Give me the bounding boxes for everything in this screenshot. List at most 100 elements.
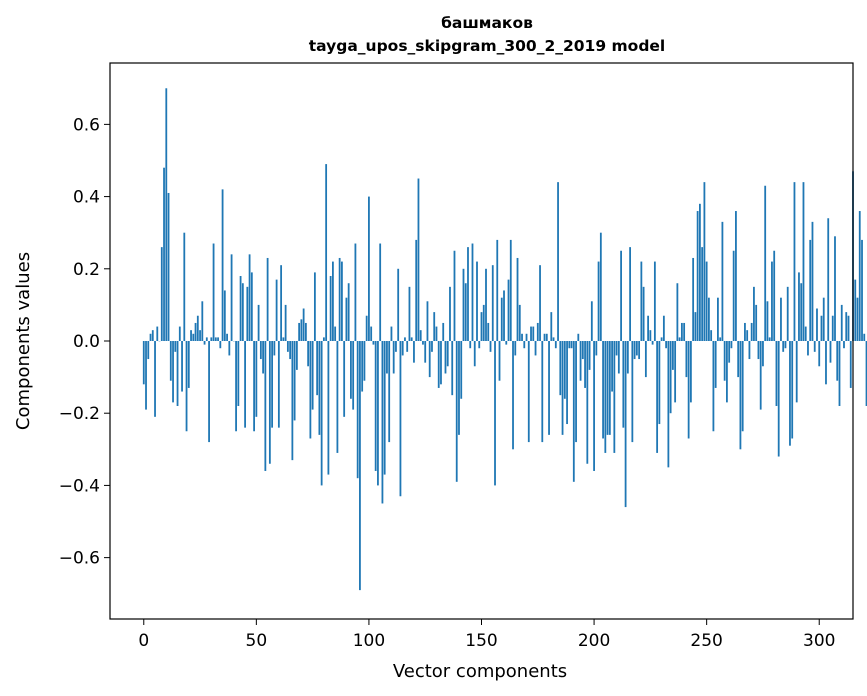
bar-309	[838, 341, 841, 406]
bar-23	[194, 322, 197, 341]
bar-51	[257, 304, 260, 341]
bar-9	[163, 167, 165, 341]
bar-92	[350, 341, 352, 399]
bar-128	[431, 341, 433, 352]
bar-218	[633, 341, 636, 360]
bar-32	[214, 337, 217, 341]
bar-161	[505, 341, 508, 345]
bar-68	[295, 341, 298, 370]
bar-217	[631, 341, 634, 443]
bar-272	[755, 304, 758, 341]
bar-256	[719, 337, 722, 341]
bar-66	[291, 341, 294, 461]
bar-119	[410, 337, 413, 341]
bar-269	[748, 341, 751, 360]
y-tick-label: 0.4	[73, 188, 100, 208]
bar-172	[530, 326, 532, 341]
bar-186	[561, 341, 564, 435]
y-tick-label: 0.2	[73, 260, 100, 280]
bar-147	[473, 341, 476, 367]
bar-190	[570, 341, 573, 349]
bar-177	[541, 341, 544, 443]
bar-240	[683, 322, 686, 341]
bar-281	[775, 341, 778, 406]
bar-313	[847, 315, 850, 341]
bar-6	[156, 326, 159, 341]
bar-282	[777, 341, 780, 457]
bar-170	[525, 333, 528, 341]
bar-285	[784, 341, 787, 349]
bar-43	[239, 276, 242, 341]
bar-189	[568, 341, 571, 349]
bar-117	[406, 341, 409, 352]
bar-36	[223, 290, 226, 341]
bar-20	[187, 341, 190, 388]
bar-8	[160, 247, 163, 341]
bar-73	[307, 341, 310, 367]
bar-39	[230, 254, 233, 341]
bar-297	[811, 221, 814, 341]
bar-25	[199, 330, 201, 341]
bar-162	[507, 279, 510, 341]
bar-27	[203, 341, 206, 345]
x-tick-label: 50	[246, 631, 268, 651]
bar-188	[566, 341, 568, 425]
bar-259	[726, 341, 728, 403]
bar-194	[579, 341, 582, 381]
bar-122	[417, 178, 420, 341]
bar-245	[694, 312, 697, 341]
bar-136	[449, 286, 451, 341]
bar-87	[338, 257, 341, 341]
bar-241	[685, 341, 688, 378]
bar-44	[241, 283, 244, 341]
bar-262	[732, 250, 735, 341]
bar-205	[604, 341, 607, 453]
bar-286	[786, 286, 789, 341]
bar-197	[586, 341, 589, 464]
bar-168	[521, 333, 523, 341]
bar-319	[861, 239, 863, 341]
bar-252	[710, 330, 713, 341]
bar-199	[590, 301, 593, 341]
bar-59	[275, 279, 278, 341]
bar-271	[753, 286, 755, 341]
bar-13	[172, 341, 174, 403]
bar-208	[611, 341, 613, 392]
bar-29	[208, 341, 210, 443]
bar-221	[640, 261, 643, 341]
bar-123	[419, 330, 422, 341]
bar-95	[356, 341, 359, 479]
bar-120	[413, 341, 415, 363]
bar-90	[345, 297, 348, 341]
x-tick-label: 100	[353, 631, 385, 651]
bar-203	[599, 232, 602, 341]
bar-108	[386, 341, 388, 374]
bar-273	[757, 341, 760, 360]
bar-49	[253, 341, 255, 432]
bar-100	[368, 196, 370, 341]
bar-255	[717, 297, 719, 341]
bar-70	[300, 319, 303, 341]
bar-129	[433, 312, 436, 341]
bar-295	[807, 341, 809, 356]
y-tick-label: −0.2	[59, 404, 100, 424]
bar-195	[581, 341, 584, 360]
bar-78	[318, 341, 321, 435]
bar-179	[545, 333, 548, 341]
bar-291	[798, 272, 800, 341]
bar-103	[374, 341, 377, 471]
bar-141	[460, 341, 463, 399]
bar-187	[563, 341, 566, 399]
bar-113	[397, 268, 400, 341]
x-tick-label: 300	[803, 631, 835, 651]
y-tick-label: −0.6	[59, 549, 100, 569]
bar-10	[165, 88, 168, 342]
bar-288	[791, 341, 794, 439]
bar-239	[680, 322, 683, 341]
bar-163	[509, 239, 512, 341]
bar-16	[178, 326, 181, 341]
bar-266	[741, 341, 744, 432]
bar-91	[347, 283, 350, 341]
bar-143	[464, 283, 467, 341]
bar-220	[638, 341, 641, 360]
